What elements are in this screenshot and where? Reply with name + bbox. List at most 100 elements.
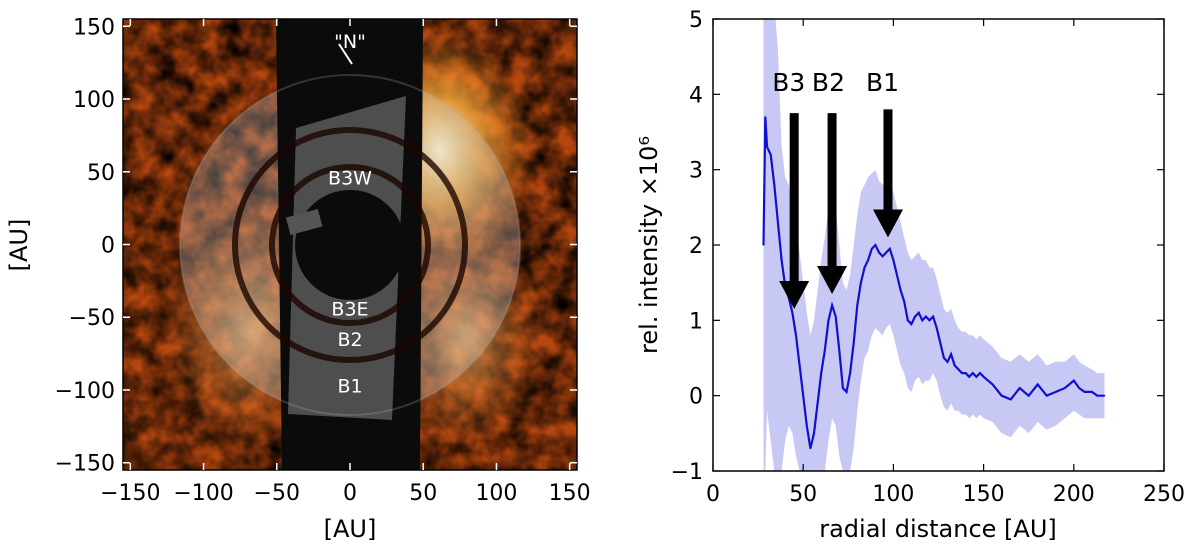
data-point (1096, 394, 1099, 397)
data-point (764, 116, 767, 118)
data-point (885, 251, 887, 254)
data-point (1045, 394, 1048, 397)
data-point (845, 391, 848, 393)
data-point (1078, 387, 1081, 389)
data-point (777, 221, 779, 224)
data-point (957, 368, 960, 371)
data-point (780, 259, 783, 261)
heatmap-panel: −150 −100 −50 0 50 100 150 −150 −100 −50 0 50 100 150… (5, 15, 591, 543)
data-point (813, 432, 815, 435)
profile-y-tick-label: −1 (671, 460, 703, 485)
data-point (798, 364, 801, 367)
heatmap-y-tick-label: −50 (69, 306, 115, 331)
data-point (842, 387, 844, 389)
data-point (874, 244, 877, 246)
heatmap-annotations: "N" B3W B3E B2 B1 (328, 31, 372, 398)
heatmap-ticks: −150 −100 −50 0 50 100 150 −150 −100 −50 0 50 100 150 (55, 15, 591, 506)
data-point (907, 319, 909, 322)
gap-arrow-head (779, 281, 810, 310)
data-point (896, 274, 898, 276)
data-point (769, 153, 772, 156)
data-point (809, 447, 812, 450)
error-band (763, 19, 1105, 471)
data-point (950, 353, 952, 356)
data-point (1083, 391, 1086, 393)
heatmap-annotation: B1 (337, 376, 362, 398)
gap-arrow-head (817, 265, 848, 294)
profile-x-axis-label: radial distance [AU] (819, 515, 1057, 543)
series-line (762, 116, 1105, 449)
profile-x-tick-label: 100 (872, 482, 914, 507)
profile-y-tick-label: 2 (689, 234, 703, 259)
data-point (971, 372, 974, 374)
data-point (816, 402, 819, 405)
data-point (1054, 391, 1057, 393)
data-point (917, 312, 920, 314)
mask-notch (285, 209, 323, 235)
data-point (899, 289, 902, 292)
gap-arrows (779, 109, 903, 310)
data-point (953, 364, 956, 367)
data-point (935, 327, 938, 329)
heatmap-y-tick-label: 50 (87, 161, 115, 186)
data-point (827, 319, 830, 322)
data-point (991, 383, 994, 386)
heatmap-annotation: B3E (331, 299, 368, 321)
data-point (939, 342, 942, 344)
data-point (824, 349, 826, 352)
data-point (806, 425, 808, 427)
data-point (968, 376, 970, 378)
heatmap-x-tick-label: 50 (409, 481, 437, 506)
heatmap-y-tick-label: 100 (73, 88, 115, 113)
data-point (921, 319, 924, 322)
data-point (892, 259, 895, 261)
heatmap-y-tick-label: −150 (55, 452, 115, 477)
ring-b3 (269, 164, 431, 326)
profile-y-tick-label: 0 (689, 385, 703, 410)
gap-arrow-label: B3 (772, 68, 805, 97)
heatmap-annotation: B2 (337, 329, 362, 351)
data-point (856, 304, 859, 307)
data-point (867, 259, 869, 261)
heatmap-annotation: B3W (328, 168, 372, 190)
data-point (888, 247, 891, 250)
data-point (870, 247, 873, 250)
data-point (1036, 383, 1039, 386)
profile-x-tick-label: 0 (706, 482, 720, 507)
data-point (1009, 398, 1012, 401)
data-point (1027, 394, 1030, 397)
profile-y-tick-label: 3 (689, 159, 703, 184)
data-point (820, 372, 823, 374)
heatmap-y-tick-label: −100 (55, 379, 115, 404)
data-point (964, 372, 967, 374)
data-point (903, 300, 906, 303)
gap-arrow-head (872, 209, 903, 238)
data-point (834, 315, 837, 318)
data-point (860, 281, 862, 284)
heatmap-y-tick-label: 0 (101, 234, 115, 259)
data-point (932, 315, 934, 318)
profile-x-tick-label: 50 (789, 482, 817, 507)
data-point (852, 342, 855, 344)
heatmap-x-tick-label: −100 (173, 481, 233, 506)
data-point (961, 372, 963, 374)
data-point (1103, 394, 1106, 397)
ring-b2 (232, 127, 468, 363)
series-points (762, 116, 1106, 450)
ring-outer-edge (179, 74, 521, 416)
data-point (975, 376, 978, 378)
data-point (802, 394, 804, 397)
data-point (762, 244, 765, 246)
data-point (1063, 387, 1066, 389)
data-point (914, 315, 916, 318)
data-point (831, 304, 833, 307)
data-point (878, 251, 880, 254)
data-point (979, 372, 981, 374)
heatmap-y-tick-label: 150 (73, 15, 115, 40)
heatmap-x-axis-label: [AU] (324, 515, 377, 543)
data-point (838, 349, 841, 352)
data-point (766, 146, 768, 148)
data-point (910, 323, 913, 325)
